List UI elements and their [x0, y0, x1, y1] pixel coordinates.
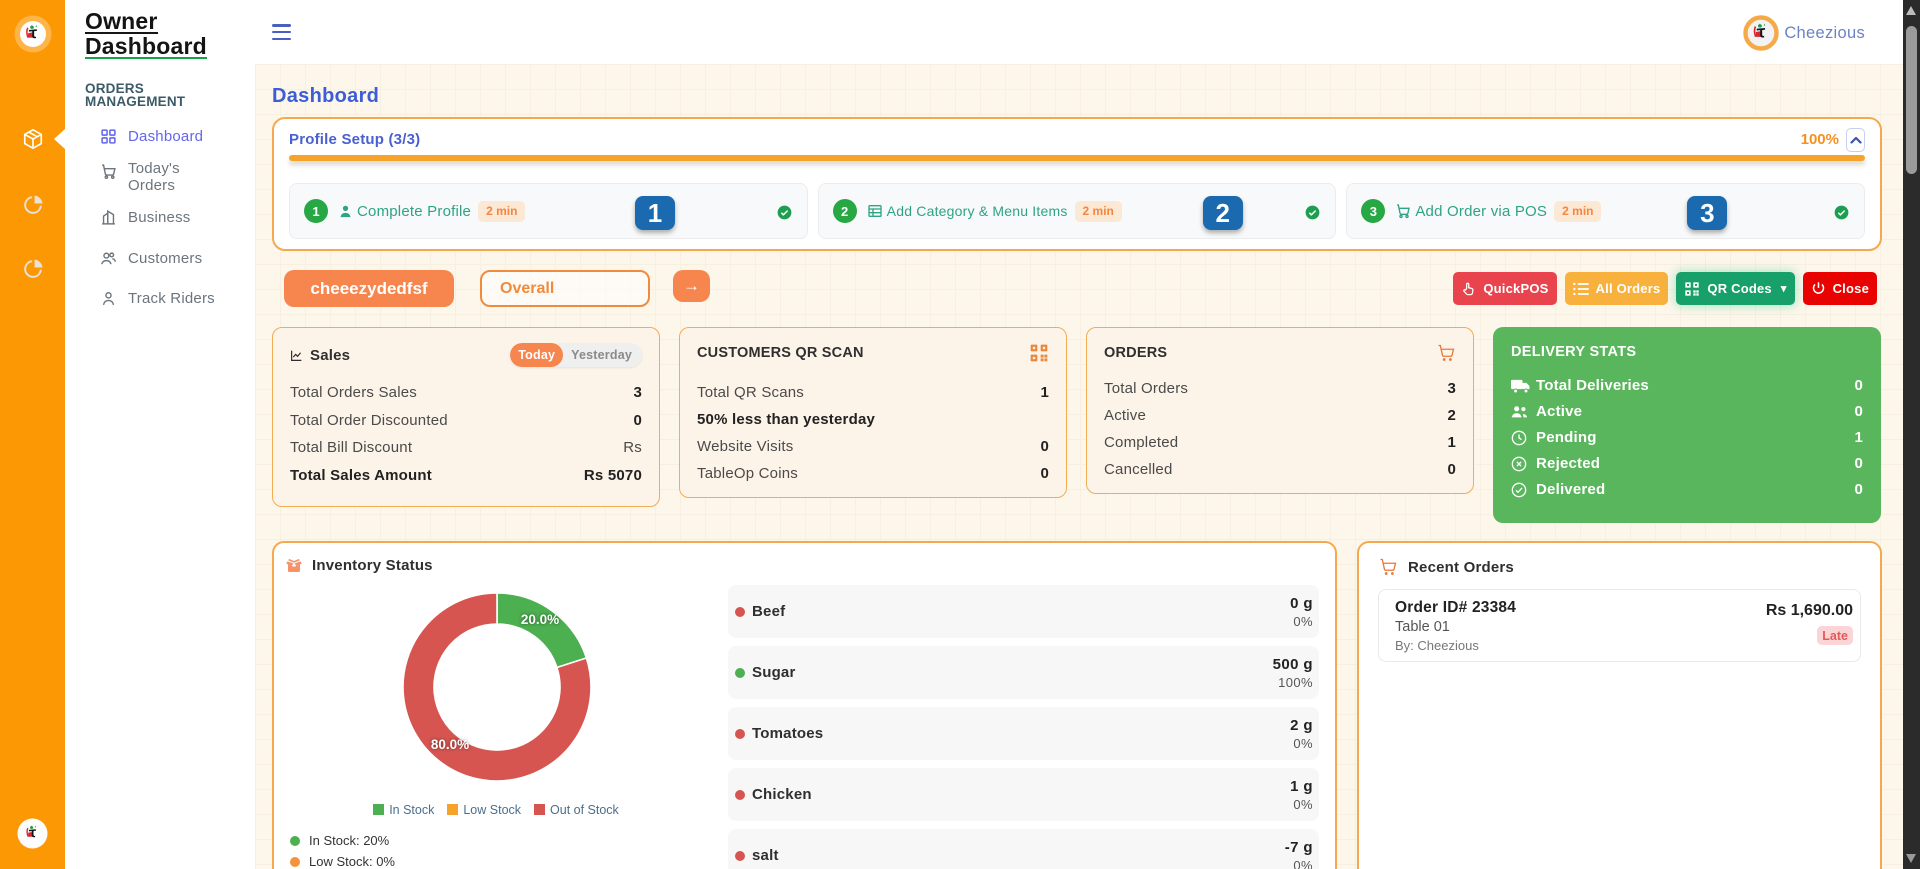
svg-text:20.0%: 20.0% [521, 612, 559, 627]
svg-text:80.0%: 80.0% [431, 737, 469, 752]
